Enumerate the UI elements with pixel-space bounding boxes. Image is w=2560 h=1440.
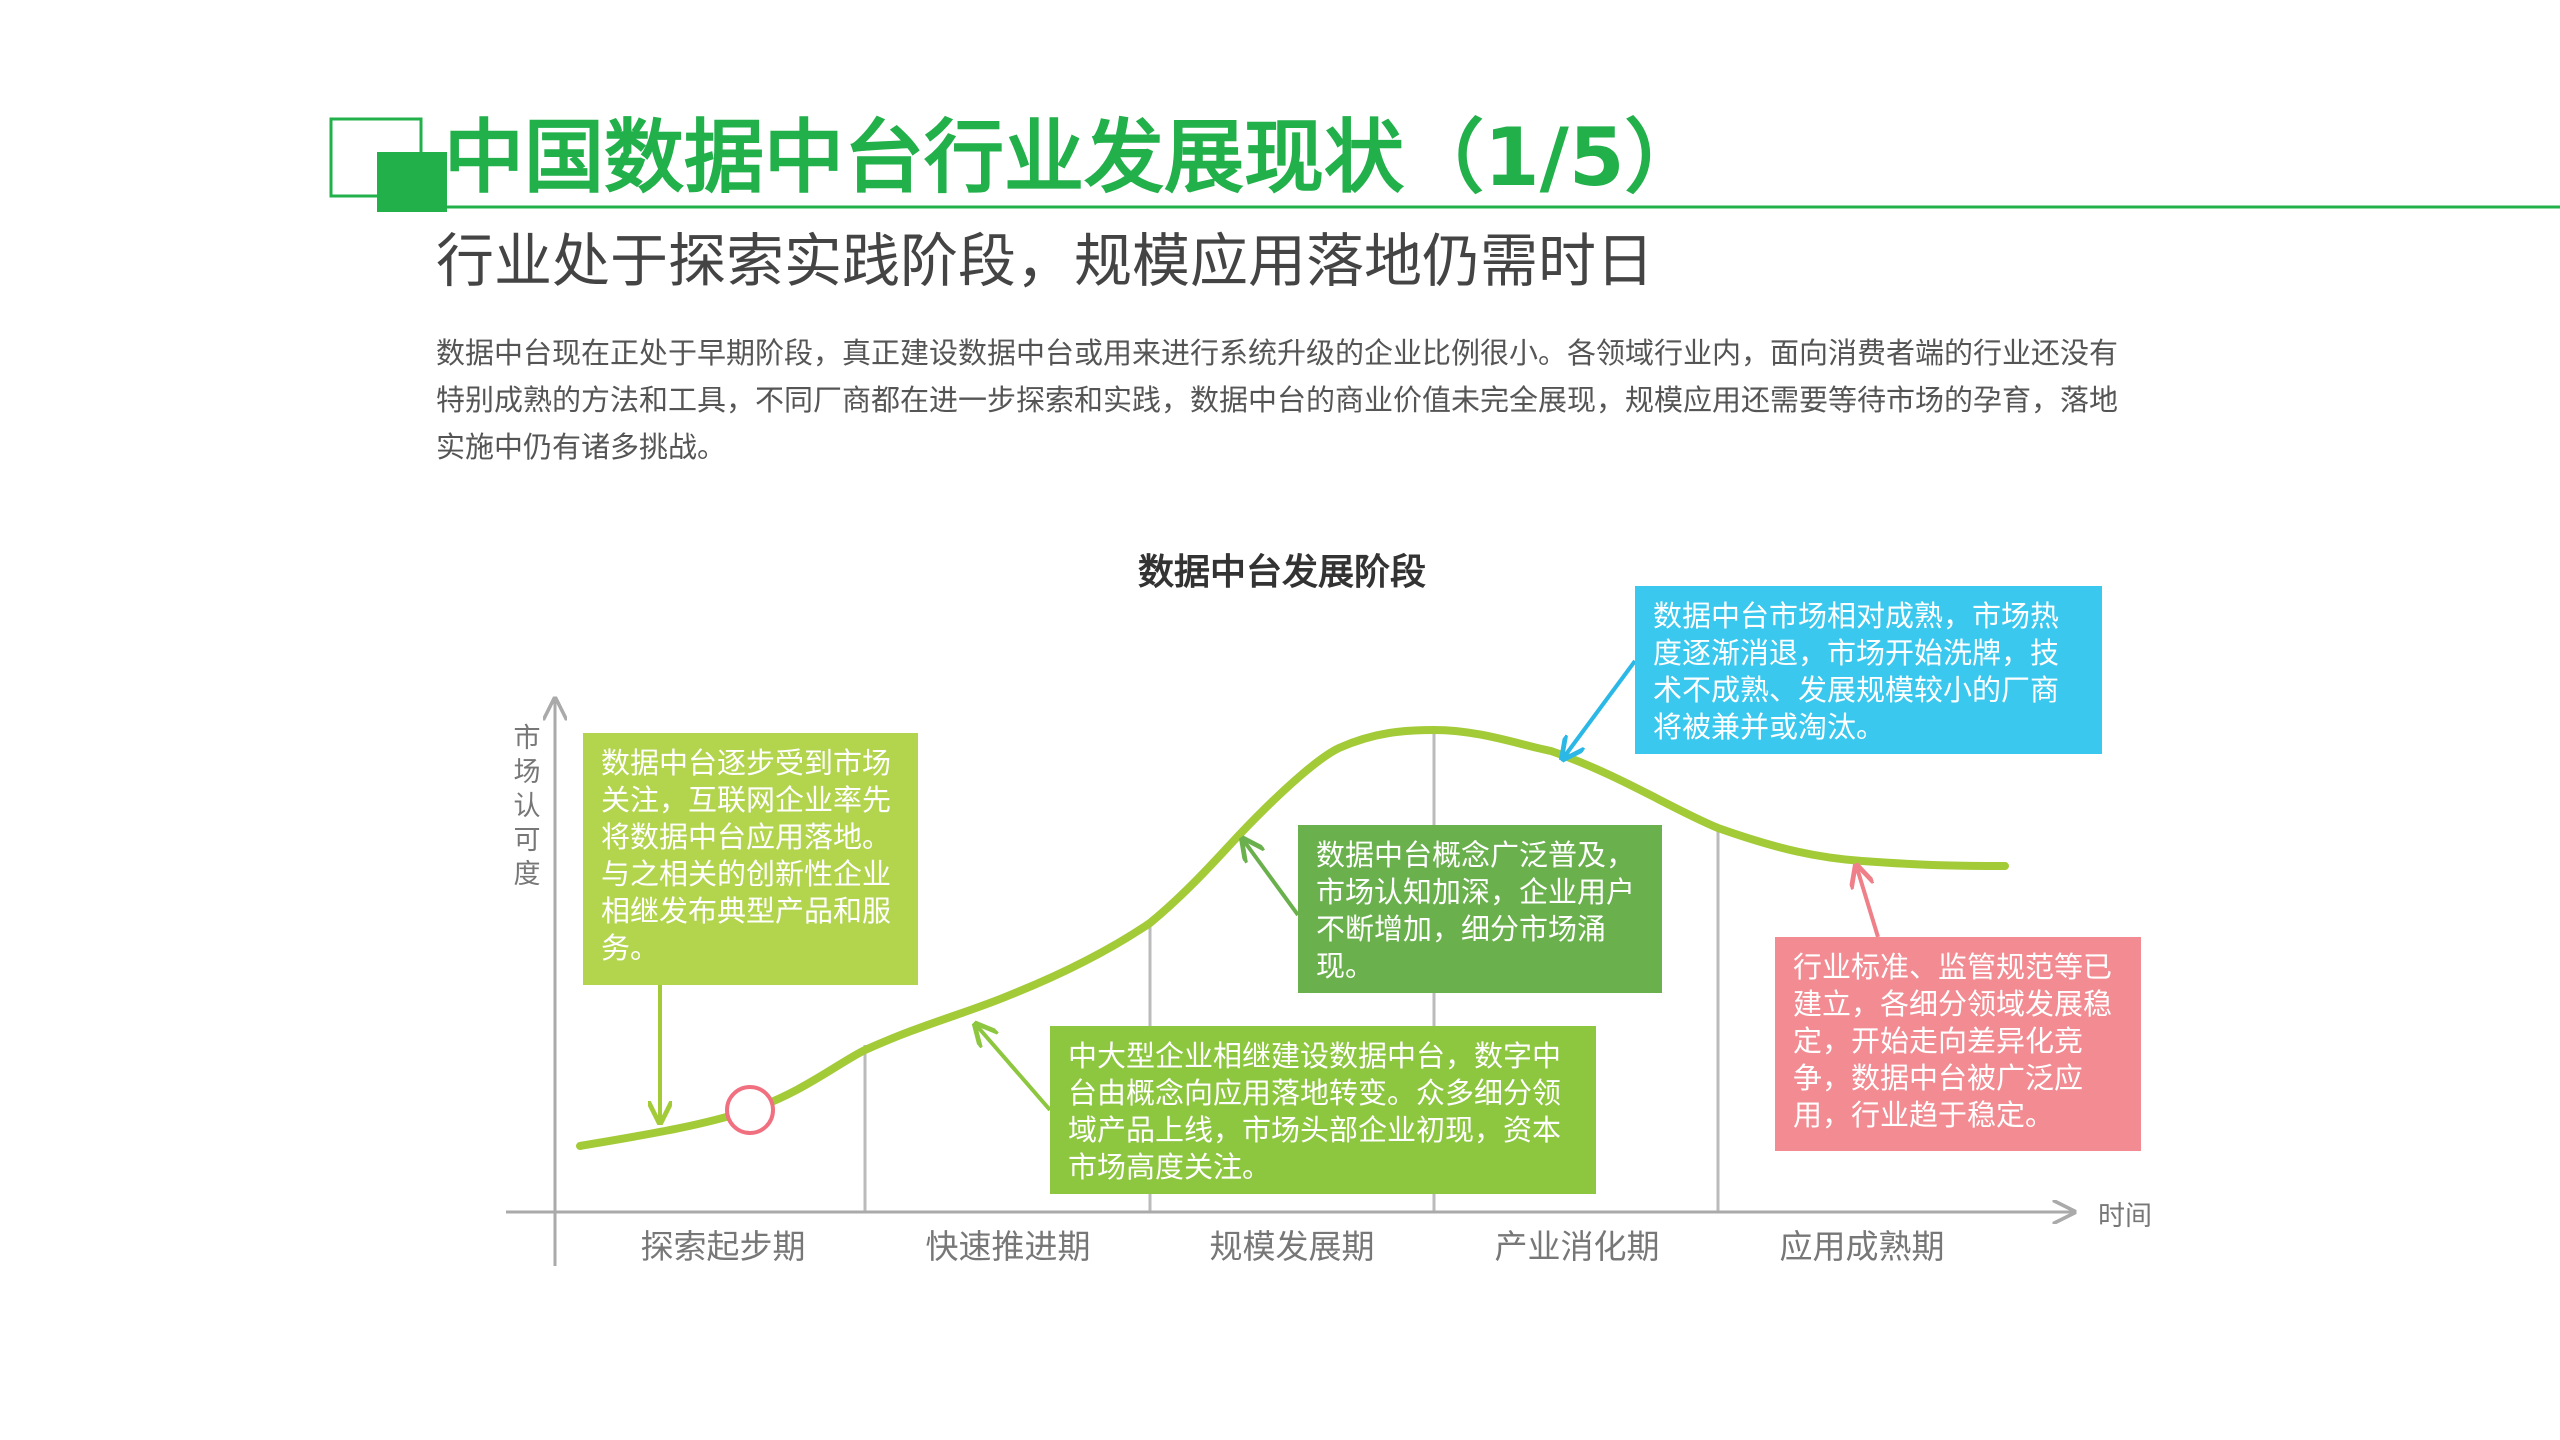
title-deco-fill xyxy=(377,152,447,212)
arrow xyxy=(977,1026,1052,1112)
title: 中国数据中台行业发展现状（1/5） xyxy=(444,111,1705,204)
arrow xyxy=(1857,868,1880,938)
x-axis-label: 时间 xyxy=(2098,1201,2152,1232)
y-axis-label: 市场认可度 xyxy=(513,723,541,890)
callout: 数据中台概念广泛普及，市场认知加深，企业用户不断增加，细分市场涌现。 xyxy=(1298,825,1662,993)
arrow xyxy=(1564,659,1637,757)
adoption-curve xyxy=(576,725,2009,1150)
stage-label: 探索起步期 xyxy=(640,1227,806,1266)
stage-label: 快速推进期 xyxy=(925,1227,1091,1266)
diagram-title: 数据中台发展阶段 xyxy=(1137,552,1426,593)
callout: 数据中台逐步受到市场关注，互联网企业率先将数据中台应用落地。与之相关的创新性企业… xyxy=(583,733,918,985)
description: 数据中台现在正处于早期阶段，真正建设数据中台或用来进行系统升级的企业比例很小。各… xyxy=(436,336,2119,464)
arrow xyxy=(1244,841,1300,917)
callout: 数据中台市场相对成熟，市场热度逐渐消退，市场开始洗牌，技术不成熟、发展规模较小的… xyxy=(1635,586,2102,754)
subtitle: 行业处于探索实践阶段，规模应用落地仍需时日 xyxy=(436,227,1655,295)
stage-label: 规模发展期 xyxy=(1209,1227,1375,1266)
stage-label: 应用成熟期 xyxy=(1779,1227,1945,1266)
stage-label: 产业消化期 xyxy=(1494,1227,1660,1266)
current-position xyxy=(725,1085,775,1135)
callout: 行业标准、监管规范等已建立，各细分领域发展稳定，开始走向差异化竞争，数据中台被广… xyxy=(1775,937,2141,1151)
callout-arrows xyxy=(660,659,1880,1120)
callout: 中大型企业相继建设数据中台，数字中台由概念向应用落地转变。众多细分领域产品上线，… xyxy=(1050,1026,1596,1194)
